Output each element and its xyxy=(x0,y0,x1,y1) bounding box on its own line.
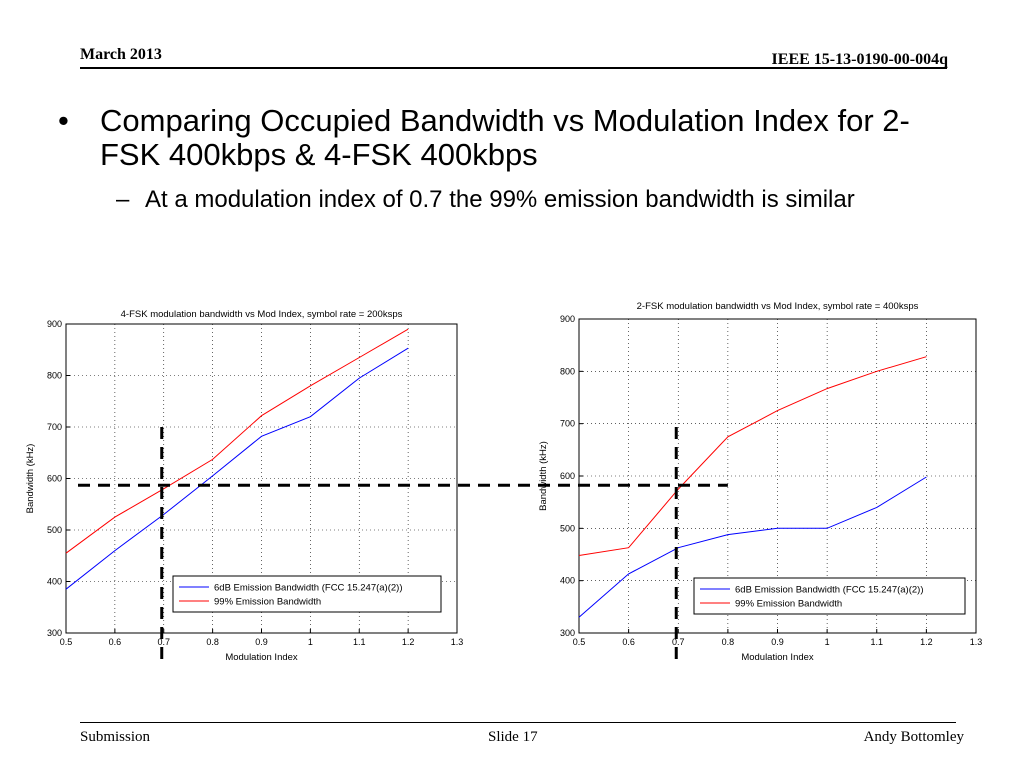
x-axis-label: Modulation Index xyxy=(225,652,298,663)
x-tick-label: 1.2 xyxy=(920,637,933,647)
legend-entry: 99% Emission Bandwidth xyxy=(214,597,321,608)
x-tick-label: 1.3 xyxy=(451,637,464,647)
x-tick-label: 0.5 xyxy=(60,637,73,647)
header-rule xyxy=(80,67,947,69)
legend-entry: 6dB Emission Bandwidth (FCC 15.247(a)(2)… xyxy=(214,583,403,594)
x-tick-label: 1 xyxy=(308,637,313,647)
legend-box xyxy=(693,577,966,615)
y-axis-label: Bandwidth (kHz) xyxy=(538,441,549,511)
x-axis-label: Modulation Index xyxy=(741,652,814,663)
legend-box xyxy=(172,575,442,613)
y-tick-label: 500 xyxy=(560,523,575,533)
x-tick-label: 1.3 xyxy=(970,637,983,647)
y-tick-label: 500 xyxy=(47,525,62,535)
footer-slide-number: Slide 17 xyxy=(488,729,538,745)
y-tick-label: 700 xyxy=(47,422,62,432)
x-tick-label: 0.9 xyxy=(255,637,268,647)
series-line-6db xyxy=(65,347,409,590)
x-tick-label: 0.6 xyxy=(109,637,122,647)
x-tick-label: 0.7 xyxy=(157,637,170,647)
y-tick-label: 600 xyxy=(47,474,62,484)
x-tick-label: 0.6 xyxy=(622,637,635,647)
legend: 6dB Emission Bandwidth (FCC 15.247(a)(2)… xyxy=(693,577,966,615)
y-tick-label: 400 xyxy=(560,576,575,586)
y-tick-label: 300 xyxy=(47,628,62,638)
footer-rule xyxy=(80,722,956,723)
y-tick-label: 700 xyxy=(560,419,575,429)
series-line-99pct xyxy=(65,328,409,554)
bullet-mark: • xyxy=(58,103,69,138)
main-bullet-text: Comparing Occupied Bandwidth vs Modulati… xyxy=(100,103,910,172)
legend-entry: 99% Emission Bandwidth xyxy=(735,599,842,610)
header-doc-id: IEEE 15-13-0190-00-004q xyxy=(771,51,948,68)
x-tick-label: 0.9 xyxy=(771,637,784,647)
header-date: March 2013 xyxy=(80,46,162,63)
x-tick-label: 1.1 xyxy=(353,637,366,647)
x-tick-label: 0.7 xyxy=(672,637,685,647)
legend: 6dB Emission Bandwidth (FCC 15.247(a)(2)… xyxy=(172,575,442,613)
sub-bullet-text: At a modulation index of 0.7 the 99% emi… xyxy=(145,186,855,213)
x-tick-label: 1.2 xyxy=(402,637,415,647)
x-tick-label: 1 xyxy=(825,637,830,647)
main-bullet: • Comparing Occupied Bandwidth vs Modula… xyxy=(58,104,938,172)
footer-submission: Submission xyxy=(80,729,151,745)
chart-title: 2-FSK modulation bandwidth vs Mod Index,… xyxy=(637,301,919,312)
chart-1: 0.5 0.6 0.7 0.8 0.9 1 1.1 1.2 1.3 300 400 500 600 700… xyxy=(25,309,463,663)
y-tick-label: 800 xyxy=(47,371,62,381)
legend-entry: 6dB Emission Bandwidth (FCC 15.247(a)(2)… xyxy=(735,585,924,596)
x-tick-label: 0.8 xyxy=(206,637,219,647)
chart-2: 0.5 0.6 0.7 0.8 0.9 1 1.1 1.2 1.3 300 400 500 600 700… xyxy=(538,301,982,663)
footer-author: Andy Bottomley xyxy=(863,729,964,745)
x-tick-label: 0.8 xyxy=(722,637,735,647)
x-tick-label: 1.1 xyxy=(870,637,883,647)
chart-title: 4-FSK modulation bandwidth vs Mod Index,… xyxy=(121,309,403,320)
y-tick-label: 800 xyxy=(560,366,575,376)
y-axis-label: Bandwidth (kHz) xyxy=(25,444,36,514)
sub-bullet: – At a modulation index of 0.7 the 99% e… xyxy=(116,186,916,214)
y-tick-label: 900 xyxy=(47,319,62,329)
y-tick-label: 600 xyxy=(560,471,575,481)
x-tick-label: 0.5 xyxy=(573,637,586,647)
y-tick-label: 900 xyxy=(560,314,575,324)
sub-bullet-mark: – xyxy=(116,186,130,213)
y-tick-label: 400 xyxy=(47,577,62,587)
series-line-6db xyxy=(578,476,927,618)
y-tick-label: 300 xyxy=(560,628,575,638)
series-line-99pct xyxy=(578,356,927,556)
